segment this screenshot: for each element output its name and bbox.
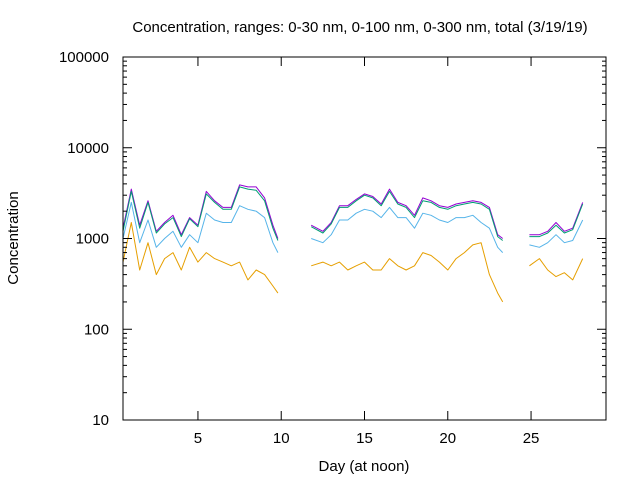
x-axis-label: Day (at noon) [319,458,410,475]
series-1 [122,184,584,239]
series-line [122,186,279,241]
series-line [529,203,584,238]
x-tick-label: 10 [273,430,290,447]
plot-series [122,184,584,303]
series-line [310,188,504,239]
y-tick-label: 10 [92,412,109,429]
x-tick-label: 25 [523,430,540,447]
series-line [122,222,279,294]
series-line [529,258,584,281]
x-tick-label: 5 [194,430,202,447]
series-line [122,184,279,239]
x-tick-label: 20 [439,430,456,447]
series-4 [122,222,584,303]
series-line [311,206,504,253]
y-tick-label: 1000 [76,231,109,248]
series-3 [122,201,584,253]
series-line [310,190,504,241]
series-line [311,242,504,303]
plot-frame [122,56,607,421]
y-tick-label: 100 [84,321,109,338]
x-tick-label: 15 [356,430,373,447]
y-ticks: 10 100 1000 10000 100000 [59,49,606,429]
series-line [122,201,279,253]
series-line [529,202,584,236]
y-axis-label: Concentration [5,191,22,284]
x-ticks: 5 10 15 20 25 [194,57,540,447]
y-tick-label: 10000 [67,140,109,157]
series-line [529,219,584,248]
y-tick-label: 100000 [59,49,109,66]
chart-title: Concentration, ranges: 0-30 nm, 0-100 nm… [132,19,587,36]
series-2 [122,186,584,241]
